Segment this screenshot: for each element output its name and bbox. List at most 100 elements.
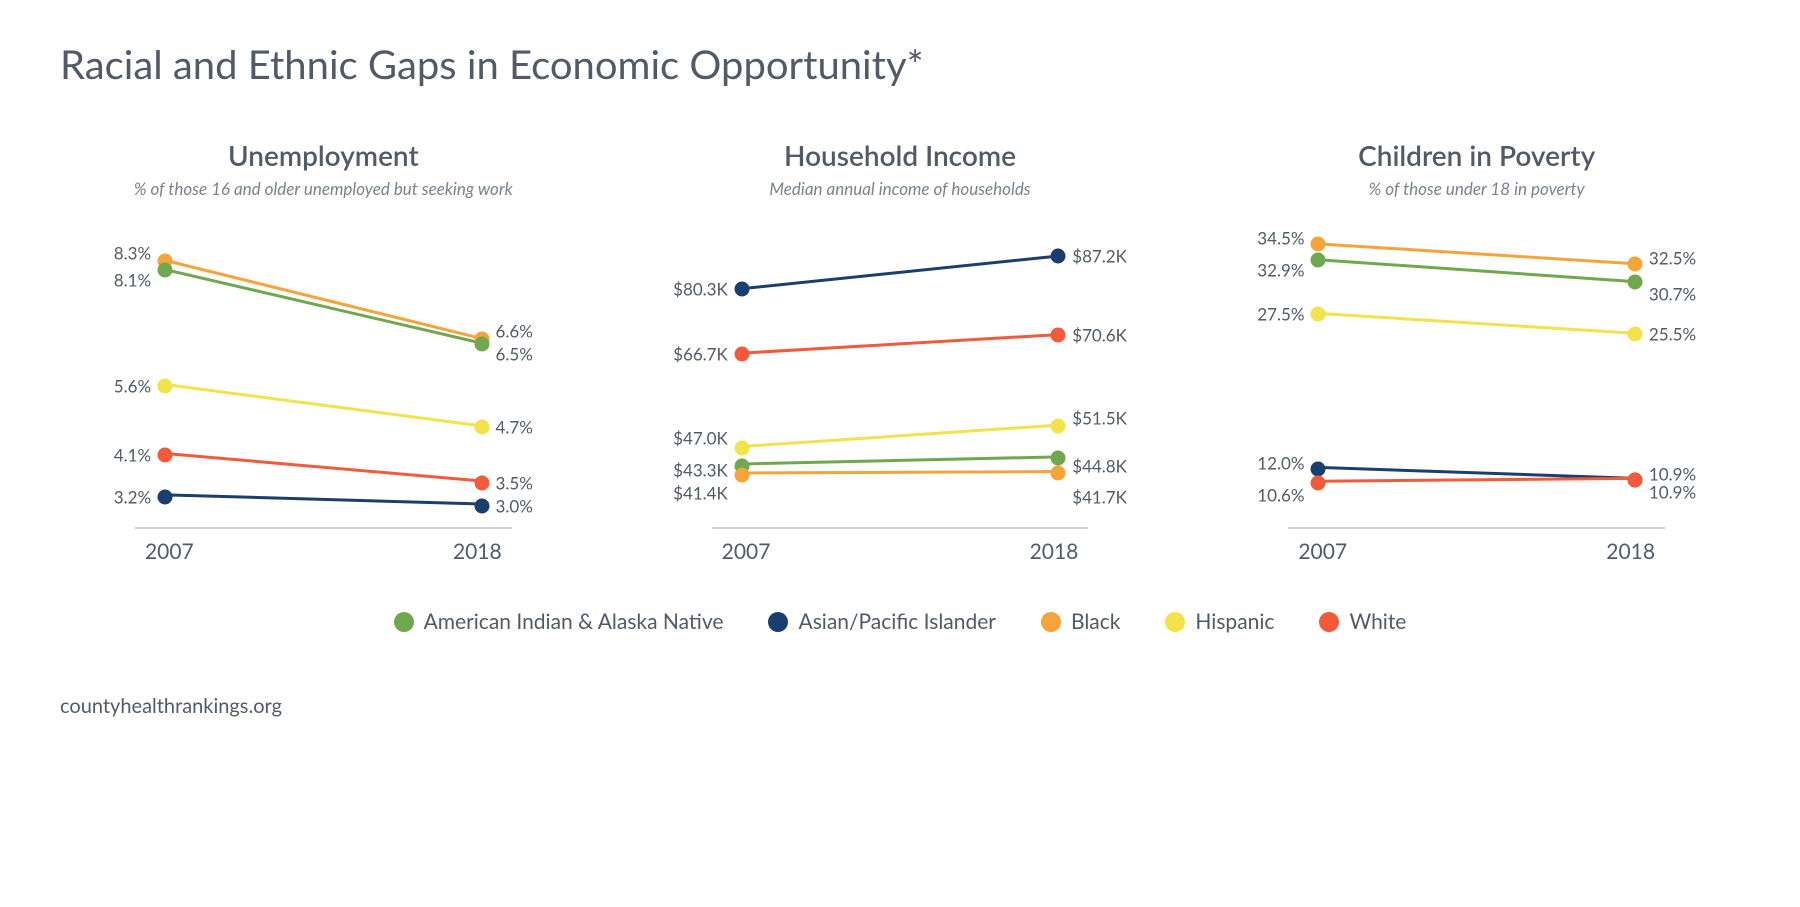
series-line bbox=[1318, 478, 1634, 481]
series-line bbox=[165, 270, 481, 344]
legend-label: Black bbox=[1071, 609, 1120, 634]
series-line bbox=[742, 472, 1058, 473]
x-axis-end: 2018 bbox=[453, 539, 502, 564]
series-start-label: 27.5% bbox=[1257, 306, 1304, 323]
series-line bbox=[742, 457, 1058, 464]
chart-title: Unemployment bbox=[60, 138, 587, 172]
series-start-label: 4.1% bbox=[114, 446, 151, 463]
legend-dot-icon bbox=[1165, 612, 1185, 632]
series-line bbox=[742, 256, 1058, 289]
plot-area: $80.3K$87.2K$66.7K$70.6K$47.0K$51.5K$43.… bbox=[712, 219, 1089, 529]
series-marker bbox=[474, 475, 489, 490]
series-end-label: $70.6K bbox=[1072, 327, 1127, 344]
legend-label: Hispanic bbox=[1195, 609, 1274, 634]
series-end-label: $87.2K bbox=[1072, 248, 1127, 265]
series-marker bbox=[158, 447, 173, 462]
series-marker bbox=[1627, 275, 1642, 290]
x-axis-labels: 2007 2018 bbox=[712, 533, 1089, 569]
series-end-label: 3.5% bbox=[496, 474, 533, 491]
series-marker bbox=[1627, 473, 1642, 488]
series-start-label: $47.0K bbox=[673, 429, 728, 446]
series-line bbox=[165, 495, 481, 504]
plot-area: 8.3%6.6%8.1%6.5%5.6%4.7%4.1%3.5%3.2%3.0% bbox=[135, 219, 512, 529]
legend-item: American Indian & Alaska Native bbox=[394, 609, 724, 634]
chart-panel: Children in Poverty% of those under 18 i… bbox=[1213, 138, 1740, 569]
series-marker bbox=[1051, 249, 1066, 264]
plot-wrap: $80.3K $87.2K $66.7K $70.6K $47.0K $51.5K $43.… bbox=[637, 219, 1164, 569]
series-marker bbox=[734, 467, 749, 482]
series-line bbox=[1318, 244, 1634, 264]
x-axis-start: 2007 bbox=[145, 539, 194, 564]
series-end-label: 10.9% bbox=[1649, 484, 1696, 501]
legend: American Indian & Alaska Native Asian/Pac… bbox=[60, 609, 1740, 634]
lines-svg bbox=[135, 219, 512, 527]
series-end-label: $51.5K bbox=[1072, 410, 1127, 427]
series-end-label: 10.9% bbox=[1649, 466, 1696, 483]
lines-svg bbox=[1288, 219, 1665, 527]
legend-item: Black bbox=[1041, 609, 1120, 634]
series-line bbox=[1318, 260, 1634, 282]
series-start-label: 34.5% bbox=[1257, 230, 1304, 247]
chart-title: Children in Poverty bbox=[1213, 138, 1740, 172]
series-line bbox=[1318, 313, 1634, 333]
plot-wrap: 34.5%32.5%32.9%30.7%27.5%25.5%12.0%10.9%… bbox=[1213, 219, 1740, 569]
series-start-label: $66.7K bbox=[673, 345, 728, 362]
series-end-label: 4.7% bbox=[496, 419, 533, 436]
lines-svg bbox=[712, 219, 1089, 527]
series-marker bbox=[474, 336, 489, 351]
series-end-label: 30.7% bbox=[1649, 286, 1696, 303]
series-marker bbox=[734, 282, 749, 297]
series-line bbox=[742, 425, 1058, 446]
series-start-label: 8.1% bbox=[114, 271, 151, 288]
legend-label: White bbox=[1349, 609, 1406, 634]
legend-item: Asian/Pacific Islander bbox=[768, 609, 995, 634]
chart-subtitle: % of those 16 and older unemployed but s… bbox=[60, 178, 587, 199]
chart-subtitle: Median annual income of households bbox=[637, 178, 1164, 199]
chart-panel: Unemployment % of those 16 and older unem… bbox=[60, 138, 587, 569]
series-start-label: 8.3% bbox=[114, 244, 151, 261]
series-line bbox=[742, 335, 1058, 353]
series-line bbox=[165, 453, 481, 481]
series-marker bbox=[158, 378, 173, 393]
series-start-label: 5.6% bbox=[114, 377, 151, 394]
series-marker bbox=[1311, 253, 1326, 268]
series-marker bbox=[474, 498, 489, 513]
series-marker bbox=[1311, 237, 1326, 252]
series-start-label: 3.2% bbox=[114, 488, 151, 505]
x-axis-end: 2018 bbox=[1606, 539, 1655, 564]
charts-row: Unemployment % of those 16 and older unem… bbox=[60, 138, 1740, 569]
page-title: Racial and Ethnic Gaps in Economic Oppor… bbox=[60, 40, 1740, 88]
legend-dot-icon bbox=[394, 612, 414, 632]
series-start-label: $41.4K bbox=[673, 484, 728, 501]
plot-area: 34.5%32.5%32.9%30.7%27.5%25.5%12.0%10.9%… bbox=[1288, 219, 1665, 529]
x-axis-start: 2007 bbox=[1298, 539, 1347, 564]
source-attribution: countyhealthrankings.org bbox=[60, 694, 1740, 718]
x-axis-end: 2018 bbox=[1030, 539, 1079, 564]
series-marker bbox=[1627, 257, 1642, 272]
x-axis-start: 2007 bbox=[722, 539, 771, 564]
series-marker bbox=[1311, 476, 1326, 491]
chart-panel: Household Income Median annual income of … bbox=[637, 138, 1164, 569]
series-end-label: 6.5% bbox=[496, 345, 533, 362]
series-end-label: $41.7K bbox=[1072, 489, 1127, 506]
series-marker bbox=[474, 420, 489, 435]
series-line bbox=[165, 260, 481, 338]
series-marker bbox=[734, 440, 749, 455]
chart-title: Household Income bbox=[637, 138, 1164, 172]
series-start-label: $80.3K bbox=[673, 281, 728, 298]
legend-dot-icon bbox=[1319, 612, 1339, 632]
series-end-label: 3.0% bbox=[496, 497, 533, 514]
series-marker bbox=[1051, 466, 1066, 481]
series-start-label: 12.0% bbox=[1257, 455, 1304, 472]
legend-item: Hispanic bbox=[1165, 609, 1274, 634]
series-marker bbox=[734, 346, 749, 361]
legend-dot-icon bbox=[768, 612, 788, 632]
series-marker bbox=[1311, 462, 1326, 477]
x-axis-labels: 2007 2018 bbox=[135, 533, 512, 569]
series-marker bbox=[158, 262, 173, 277]
legend-label: American Indian & Alaska Native bbox=[424, 609, 724, 634]
legend-label: Asian/Pacific Islander bbox=[798, 609, 995, 634]
series-marker bbox=[1051, 419, 1066, 434]
series-start-label: $43.3K bbox=[673, 461, 728, 478]
series-marker bbox=[158, 489, 173, 504]
